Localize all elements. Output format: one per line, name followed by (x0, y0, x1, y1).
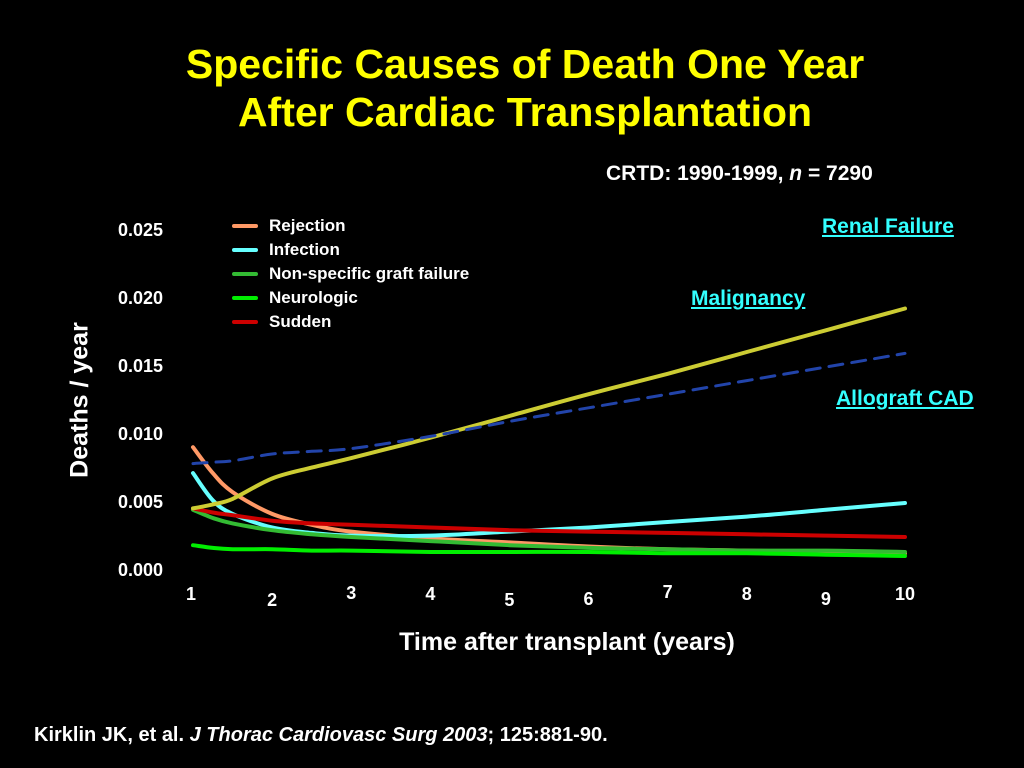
chart-subtitle: CRTD: 1990-1999, n = 7290 (606, 162, 873, 186)
citation: Kirklin JK, et al. J Thorac Cardiovasc S… (34, 724, 608, 747)
legend: Rejection Infection Non-specific graft fai… (232, 214, 469, 334)
x-tick-label: 3 (346, 583, 357, 603)
title-line-2: After Cardiac Transplantation (237, 89, 813, 135)
legend-swatch (232, 224, 258, 228)
series-layer (191, 306, 907, 558)
x-tick-label: 10 (894, 584, 916, 604)
legend-item: Non-specific graft failure (232, 262, 469, 286)
series-line-renal-failure (191, 306, 907, 511)
series-line-neurologic (191, 543, 907, 558)
legend-item: Infection (232, 238, 469, 262)
annotation-renal-failure: Renal Failure (822, 215, 954, 238)
citation-ref: ; 125:881-90. (487, 724, 608, 746)
subtitle-suffix: = 7290 (807, 162, 873, 185)
legend-label: Non-specific graft failure (269, 264, 470, 283)
y-tick-label: 0.010 (118, 424, 164, 444)
citation-journal: J Thorac Cardiovasc Surg 2003 (189, 724, 488, 746)
series-line-allograft-cad (191, 351, 907, 466)
legend-label: Rejection (269, 216, 346, 235)
x-tick-label: 1 (185, 584, 197, 604)
x-tick-label: 6 (583, 589, 594, 609)
legend-swatch (232, 320, 258, 324)
x-tick-label: 5 (504, 590, 515, 610)
chart-title: Specific Causes of Death One Year After … (0, 40, 1024, 136)
x-tick-label: 8 (741, 584, 752, 604)
y-tick-label: 0.015 (118, 356, 164, 376)
legend-swatch (232, 248, 258, 252)
series-line-rejection (191, 445, 907, 556)
subtitle-n: n (789, 162, 803, 185)
annotation-malignancy: Malignancy (691, 287, 806, 310)
x-tick-label: 4 (425, 584, 436, 604)
legend-swatch (232, 272, 258, 276)
legend-item: Neurologic (232, 286, 469, 310)
legend-swatch (232, 296, 258, 300)
x-tick-label: 9 (820, 589, 831, 609)
legend-item: Sudden (232, 310, 469, 334)
x-axis-label: Time after transplant (years) (399, 628, 735, 656)
legend-item: Rejection (232, 214, 469, 238)
series-line-infection (191, 471, 907, 539)
y-tick-label: 0.020 (118, 288, 164, 308)
citation-authors: Kirklin JK, et al. (34, 724, 185, 746)
y-tick-label: 0.000 (118, 560, 164, 580)
title-line-1: Specific Causes of Death One Year (185, 41, 865, 87)
legend-label: Neurologic (269, 288, 358, 307)
subtitle-prefix: CRTD: 1990-1999, (606, 162, 784, 185)
legend-label: Sudden (269, 312, 332, 331)
y-tick-label: 0.005 (118, 492, 164, 512)
x-tick-label: 2 (267, 590, 278, 610)
series-line-non-specific-graft-failure (191, 507, 907, 554)
x-tick-label: 7 (662, 582, 673, 602)
series-line-sudden (191, 506, 907, 539)
y-tick-label: 0.025 (118, 220, 164, 240)
legend-label: Infection (269, 240, 340, 259)
annotation-allograft-cad: Allograft CAD (836, 387, 974, 410)
